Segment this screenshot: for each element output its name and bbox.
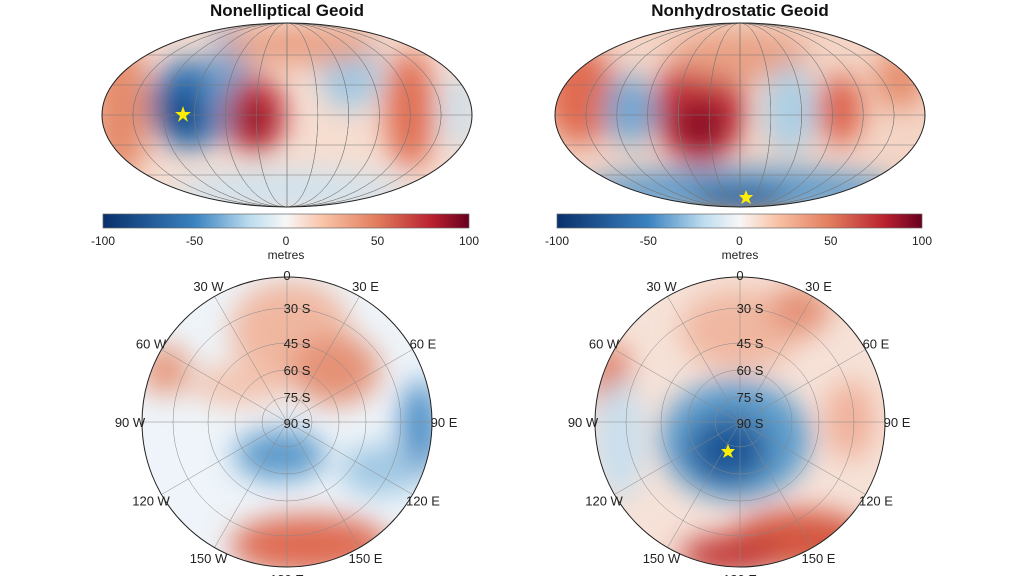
polar-border (594, 276, 886, 568)
latitude-label: 75 S (737, 390, 764, 405)
longitude-label: 60 E (410, 337, 437, 352)
longitude-label: 180 E (723, 572, 757, 576)
latitude-label: 60 S (284, 363, 311, 378)
latitude-label: 0 (736, 268, 743, 283)
latitude-label: 90 S (737, 416, 764, 431)
longitude-label: 60 W (589, 337, 620, 352)
map-nonhydrostatic-polar (595, 277, 885, 567)
longitude-label: 120 E (859, 494, 893, 509)
longitude-label: 120 W (132, 494, 170, 509)
longitude-label: 90 W (115, 415, 146, 430)
colorbar-left (102, 213, 470, 229)
longitude-label: 60 W (136, 337, 167, 352)
latitude-label: 45 S (737, 336, 764, 351)
longitude-label: 90 W (568, 415, 599, 430)
longitude-label: 120 E (406, 494, 440, 509)
longitude-label: 150 E (802, 551, 836, 566)
latitude-label: 0 (283, 268, 290, 283)
map-nonelliptical-global (102, 23, 472, 207)
longitude-label: 30 E (352, 279, 379, 294)
longitude-label: 30 W (193, 279, 224, 294)
longitude-label: 180 E (270, 572, 304, 576)
latitude-label: 60 S (737, 363, 764, 378)
map-border (101, 22, 473, 208)
longitude-label: 30 E (805, 279, 832, 294)
star-marker-icon (721, 444, 735, 458)
colorbar-tick-label: 50 (371, 234, 385, 248)
colorbar-label-left: metres (268, 248, 305, 262)
map-nonhydrostatic-global (555, 23, 925, 207)
longitude-label: 90 E (431, 415, 458, 430)
longitude-label: 150 W (190, 551, 228, 566)
colorbar-tick-label: 100 (459, 234, 479, 248)
longitude-label: 150 W (643, 551, 681, 566)
map-nonelliptical-polar (142, 277, 432, 567)
latitude-label: 90 S (284, 416, 311, 431)
colorbar-label-right: metres (722, 248, 759, 262)
colorbar-tick-label: -50 (186, 234, 204, 248)
colorbar-tick-label: 0 (736, 234, 743, 248)
colorbar-tick-label: -100 (91, 234, 115, 248)
map-border (554, 22, 926, 208)
colorbar-right (556, 213, 923, 229)
colorbar-tick-label: 50 (824, 234, 838, 248)
latitude-label: 45 S (284, 336, 311, 351)
longitude-label: 60 E (863, 337, 890, 352)
longitude-label: 30 W (646, 279, 677, 294)
latitude-label: 30 S (737, 301, 764, 316)
longitude-label: 90 E (884, 415, 911, 430)
colorbar-tick-label: 0 (283, 234, 290, 248)
latitude-label: 30 S (284, 301, 311, 316)
polar-border (141, 276, 433, 568)
colorbar-tick-label: -100 (545, 234, 569, 248)
star-marker-icon (175, 106, 191, 122)
longitude-label: 120 W (585, 494, 623, 509)
latitude-label: 75 S (284, 390, 311, 405)
star-marker-icon (739, 190, 753, 204)
colorbar-tick-label: 100 (912, 234, 932, 248)
panel-title-left: Nonelliptical Geoid (210, 1, 364, 20)
longitude-label: 150 E (349, 551, 383, 566)
panel-title-right: Nonhydrostatic Geoid (651, 1, 829, 20)
colorbar-tick-label: -50 (640, 234, 658, 248)
